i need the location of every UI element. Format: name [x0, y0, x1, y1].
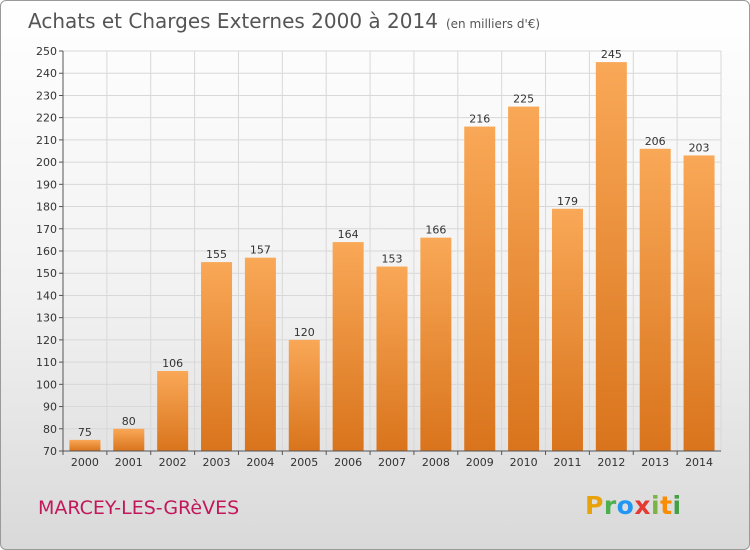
bar-2000 [69, 439, 101, 451]
bar-2006 [332, 242, 364, 451]
x-tick-label-2003: 2003 [203, 456, 231, 469]
y-tick-label: 140 [36, 289, 57, 302]
logo-letter: t [660, 491, 673, 520]
y-tick-label: 120 [36, 334, 57, 347]
y-tick-label: 90 [43, 401, 57, 414]
bar-2001 [113, 428, 145, 451]
x-tick-label-2007: 2007 [378, 456, 406, 469]
y-tick-label: 160 [36, 245, 57, 258]
y-tick-label: 190 [36, 178, 57, 191]
bar-2008 [420, 237, 452, 451]
bar-2014 [683, 155, 715, 451]
x-tick-label-2005: 2005 [290, 456, 318, 469]
value-label-2014: 203 [689, 141, 710, 154]
y-tick-label: 210 [36, 134, 57, 147]
axes: 7080901001101201301401501601701801902002… [36, 45, 721, 469]
value-label-2008: 166 [425, 224, 446, 237]
y-tick-label: 80 [43, 423, 57, 436]
x-tick-label-2010: 2010 [510, 456, 538, 469]
y-tick-label: 200 [36, 156, 57, 169]
x-tick-label-2000: 2000 [71, 456, 99, 469]
bars: 75 80 106 155 157 120 164 153 166 216 225 179 245 206… [69, 48, 715, 452]
y-tick-label: 170 [36, 223, 57, 236]
x-tick-label-2004: 2004 [246, 456, 274, 469]
logo-letter: i [651, 491, 661, 520]
x-tick-label-2008: 2008 [422, 456, 450, 469]
y-tick-label: 70 [43, 445, 57, 458]
chart-unit: (en milliers d'€) [445, 17, 541, 31]
x-tick-label-2012: 2012 [597, 456, 625, 469]
value-label-2003: 155 [206, 248, 227, 261]
bar-2002 [157, 371, 189, 451]
x-tick-label-2014: 2014 [685, 456, 713, 469]
logo-letter: i [672, 491, 682, 520]
bar-2010 [508, 106, 540, 452]
bar-2011 [551, 208, 583, 451]
value-label-2009: 216 [469, 113, 490, 126]
value-label-2006: 164 [338, 228, 359, 241]
chart-title: Achats et Charges Externes 2000 à 2014 (e… [28, 9, 540, 33]
value-label-2013: 206 [645, 135, 666, 148]
value-label-2001: 80 [122, 415, 136, 428]
y-tick-label: 180 [36, 201, 57, 214]
x-tick-label-2001: 2001 [115, 456, 143, 469]
value-label-2011: 179 [557, 195, 578, 208]
value-label-2000: 75 [78, 426, 92, 439]
y-tick-label: 240 [36, 67, 57, 80]
x-tick-label-2013: 2013 [641, 456, 669, 469]
logo-letter: P [585, 491, 604, 520]
logo-letter: o [616, 491, 635, 520]
bar-2005 [288, 339, 320, 451]
y-tick-label: 150 [36, 267, 57, 280]
y-tick-label: 220 [36, 112, 57, 125]
value-label-2010: 225 [513, 93, 534, 106]
value-label-2007: 153 [382, 253, 403, 266]
bar-2004 [244, 257, 276, 451]
x-tick-label-2006: 2006 [334, 456, 362, 469]
y-tick-label: 250 [36, 45, 57, 58]
logo-letter: r [603, 491, 617, 520]
value-label-2002: 106 [162, 357, 183, 370]
logo-letter: x [634, 491, 651, 520]
value-label-2005: 120 [294, 326, 315, 339]
x-tick-label-2009: 2009 [466, 456, 494, 469]
value-label-2004: 157 [250, 244, 271, 257]
y-tick-label: 230 [36, 89, 57, 102]
y-tick-label: 100 [36, 378, 57, 391]
proxiti-logo: Proxiti [585, 491, 682, 520]
value-label-2012: 245 [601, 48, 622, 61]
y-tick-label: 110 [36, 356, 57, 369]
bar-2009 [464, 126, 496, 452]
y-tick-label: 130 [36, 312, 57, 325]
bar-2013 [639, 148, 671, 451]
bar-2003 [201, 262, 233, 451]
chart-title-text: Achats et Charges Externes 2000 à 2014 [28, 9, 438, 33]
bar-2012 [595, 62, 627, 451]
bar-2007 [376, 266, 408, 451]
x-tick-label-2002: 2002 [159, 456, 187, 469]
x-tick-label-2011: 2011 [553, 456, 581, 469]
commune-name: MARCEY-LES-GRèVES [38, 497, 240, 519]
